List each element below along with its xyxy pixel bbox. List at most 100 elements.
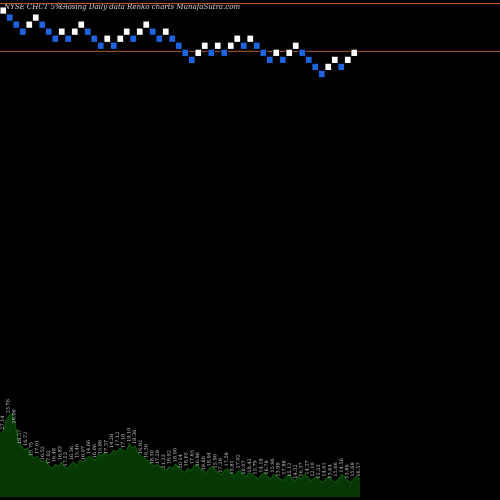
renko-brick-down [240,41,248,50]
renko-brick-down [38,20,46,29]
renko-brick-down [12,20,20,29]
value-label: 16.06 [92,444,98,458]
renko-brick-up [246,34,254,43]
renko-brick-up [123,27,131,36]
value-label: 13.99 [276,462,282,476]
value-label: 18.36 [132,430,138,444]
value-label: 15.66 [333,462,339,476]
renko-brick-down [337,62,345,71]
renko-brick-down [110,41,118,50]
value-label: 17.01 [34,440,40,454]
renko-brick-up [77,20,85,29]
value-label: 18.00 [172,448,178,462]
renko-brick-up [214,41,222,50]
renko-brick-down [220,48,228,57]
value-label: 13.64 [327,464,333,478]
value-label: 17.18 [121,434,127,448]
value-label: 14.28 [109,434,115,448]
value-label: 16.96 [195,452,201,466]
renko-brick-up [162,27,170,36]
renko-brick-up [350,48,358,57]
renko-brick-up [292,41,300,50]
value-label: 17.02 [46,450,52,464]
value-label: 15.79 [253,460,259,474]
value-label: 17.29 [218,458,224,472]
value-label: 16.36 [69,446,75,460]
value-label: 14.52 [293,464,299,478]
reference-lines [0,3,500,52]
renko-brick-down [175,41,183,50]
value-label: 12.10 [310,462,316,476]
value-label: 17.65 [189,450,195,464]
value-label: 17.29 [155,450,161,464]
renko-brick-down [97,41,105,50]
value-label: 15.90 [212,454,218,468]
value-label: 27.14 [0,415,6,429]
renko-brick-up [25,20,33,29]
renko-brick-down [266,55,274,64]
value-label: 16.92 [138,440,144,454]
renko-brick-down [51,34,59,43]
value-label: 16.78 [264,460,270,474]
value-label: 18.92 [167,450,173,464]
renko-brick-up [201,41,209,50]
renko-brick-up [272,48,280,57]
renko-brick-down [188,55,196,64]
renko-brick-down [207,48,215,57]
renko-brick-up [116,34,124,43]
renko-brick-down [279,55,287,64]
value-label: 20.14 [178,454,184,468]
value-label: 18.57 [17,430,23,444]
value-label: 16.37 [299,462,305,476]
value-label: 15.86 [98,440,104,454]
renko-brick-up [58,27,66,36]
renko-brick-up [227,41,235,50]
value-label: 17.02 [235,454,241,468]
value-label: 13.86 [345,464,351,478]
renko-brick-up [285,48,293,57]
value-label: 14.61 [322,462,328,476]
renko-brick-up [136,27,144,36]
volume-fill [0,413,360,497]
renko-brick-up [0,6,7,15]
value-label: 16.36 [144,444,150,458]
renko-brick-down [155,34,163,43]
renko-brick-up [324,62,332,71]
value-label: 16.52 [40,446,46,460]
renko-brick-up [103,34,111,43]
value-label: 17.37 [103,440,109,454]
renko-brick-up [32,13,40,22]
volume-outline [0,412,361,484]
value-label: 18.65 [184,452,190,466]
value-label: 18.42 [247,458,253,472]
value-label: 15.23 [316,464,322,478]
header-text: Closing Daily data Renko charts MunafaSu… [60,3,240,11]
value-label: 14.56 [339,458,345,472]
header-symbol: NYSE CHCT 5%~ [3,3,68,11]
value-label: 23.76 [6,399,12,413]
renko-brick-up [233,34,241,43]
renko-brick-up [194,48,202,57]
value-label: 20.06 [11,409,17,423]
renko-brick-down [259,48,267,57]
value-label: 15.96 [270,458,276,472]
value-label: 14.18 [258,458,264,472]
volume-area [0,412,361,497]
value-label: 14.66 [86,440,92,454]
value-label: 19.80 [201,456,207,470]
value-label: 19.10 [126,428,132,442]
renko-brick-down [168,34,176,43]
value-label: 14.27 [304,460,310,474]
value-label: 15.81 [230,460,236,474]
renko-brick-down [84,27,92,36]
value-label: 16.07 [80,446,86,460]
renko-brick-down [19,27,27,36]
renko-brick-up [71,27,79,36]
value-label: 17.58 [224,452,230,466]
renko-brick-up [344,55,352,64]
value-label: 16.83 [57,446,63,460]
renko-brick-down [149,27,157,36]
